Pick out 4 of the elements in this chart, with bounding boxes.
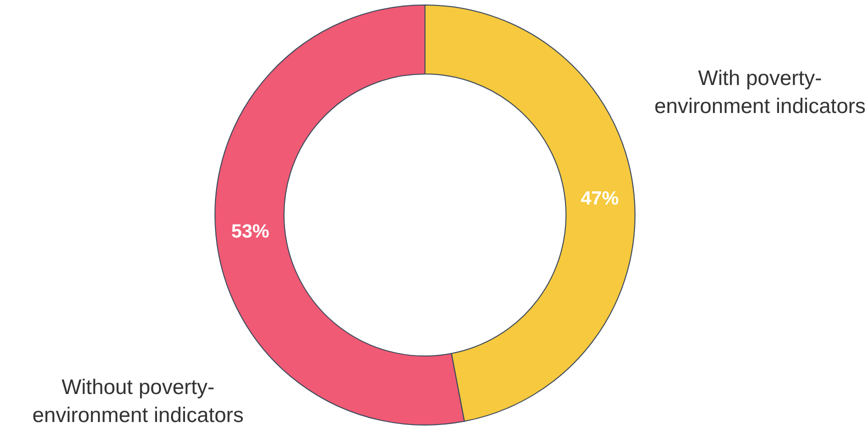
slice-label: Without poverty-environment indicators [32,376,244,426]
data-label: 47% [580,188,619,210]
slice-label: With poverty-environment indicators [654,67,866,118]
data-label: 53% [231,222,270,243]
